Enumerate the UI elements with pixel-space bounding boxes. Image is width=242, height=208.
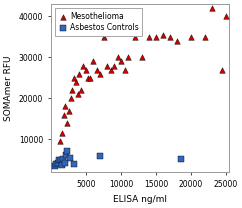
Mesothelioma (84, 68, 88, 71)
Asbestos Controls (179, 157, 182, 161)
Mesothelioma (62, 113, 66, 116)
Mesothelioma (98, 72, 102, 75)
Asbestos Controls (53, 164, 57, 167)
Mesothelioma (102, 35, 106, 38)
Asbestos Controls (98, 154, 102, 157)
Asbestos Controls (59, 158, 62, 161)
Mesothelioma (210, 7, 214, 10)
X-axis label: ELISA ng/ml: ELISA ng/ml (113, 195, 167, 204)
Asbestos Controls (57, 159, 61, 162)
Mesothelioma (76, 93, 80, 96)
Mesothelioma (65, 121, 69, 125)
Mesothelioma (79, 88, 83, 92)
Mesothelioma (175, 39, 179, 43)
Mesothelioma (72, 76, 76, 79)
Mesothelioma (81, 64, 85, 67)
Asbestos Controls (66, 150, 69, 153)
Mesothelioma (203, 35, 207, 38)
Mesothelioma (95, 68, 99, 71)
Mesothelioma (91, 60, 95, 63)
Mesothelioma (88, 76, 92, 79)
Asbestos Controls (61, 157, 65, 161)
Asbestos Controls (68, 156, 72, 159)
Mesothelioma (220, 68, 224, 71)
Asbestos Controls (54, 162, 58, 165)
Mesothelioma (154, 35, 158, 38)
Mesothelioma (126, 56, 130, 59)
Mesothelioma (112, 64, 116, 67)
Mesothelioma (119, 60, 123, 63)
Mesothelioma (133, 35, 137, 38)
Mesothelioma (168, 35, 172, 38)
Asbestos Controls (56, 161, 60, 165)
Legend: Mesothelioma, Asbestos Controls: Mesothelioma, Asbestos Controls (55, 8, 142, 36)
Y-axis label: SOMAmer RFU: SOMAmer RFU (4, 55, 13, 121)
Mesothelioma (67, 109, 71, 112)
Mesothelioma (74, 80, 78, 84)
Mesothelioma (123, 68, 127, 71)
Mesothelioma (116, 56, 120, 59)
Asbestos Controls (63, 161, 67, 165)
Mesothelioma (69, 97, 73, 100)
Mesothelioma (109, 68, 113, 71)
Asbestos Controls (60, 163, 64, 166)
Mesothelioma (140, 56, 144, 59)
Mesothelioma (63, 105, 67, 108)
Mesothelioma (77, 72, 81, 75)
Asbestos Controls (72, 162, 76, 165)
Asbestos Controls (64, 153, 68, 156)
Mesothelioma (60, 131, 64, 135)
Mesothelioma (224, 15, 228, 18)
Mesothelioma (105, 64, 109, 67)
Mesothelioma (86, 76, 90, 79)
Mesothelioma (189, 35, 193, 38)
Mesothelioma (70, 88, 74, 92)
Mesothelioma (58, 140, 62, 143)
Mesothelioma (147, 35, 151, 38)
Mesothelioma (161, 33, 165, 37)
